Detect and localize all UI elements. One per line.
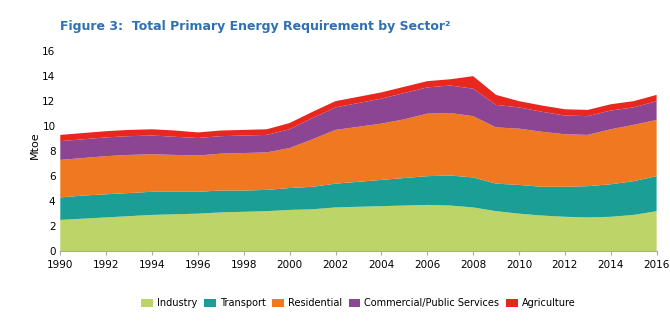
Y-axis label: Mtoe: Mtoe [29,131,40,159]
Text: Figure 3:  Total Primary Energy Requirement by Sector²: Figure 3: Total Primary Energy Requireme… [60,20,451,33]
Legend: Industry, Transport, Residential, Commercial/Public Services, Agriculture: Industry, Transport, Residential, Commer… [137,294,580,312]
